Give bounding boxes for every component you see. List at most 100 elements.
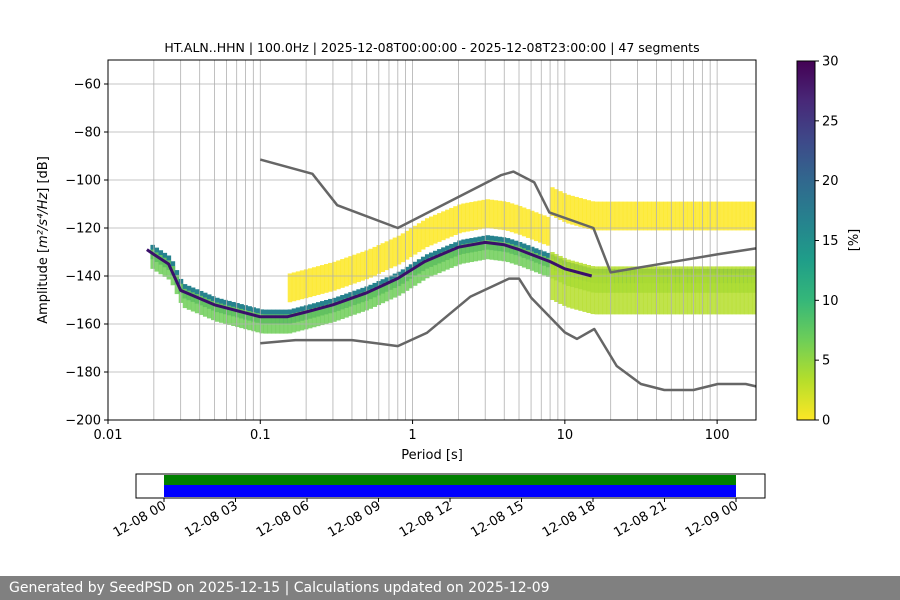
- y-tick-label: −80: [74, 126, 101, 141]
- heatmap-cell: [695, 266, 700, 315]
- heatmap-cell: [590, 201, 596, 231]
- heatmap-cell: [493, 200, 499, 230]
- heatmap-cell: [400, 274, 406, 294]
- y-tick-label: −120: [65, 222, 101, 237]
- heatmap-cell: [315, 266, 321, 295]
- heatmap-cell: [594, 201, 600, 231]
- heatmap-cell: [715, 201, 721, 231]
- heatmap-cell: [659, 201, 664, 231]
- coverage-tick-label: 12-08 15: [468, 498, 526, 540]
- heatmap-cell: [671, 201, 676, 231]
- heatmap-cell: [550, 187, 555, 217]
- heatmap-cell: [735, 201, 741, 231]
- heatmap-cell: [602, 266, 608, 315]
- heatmap-cell: [687, 266, 692, 315]
- heatmap-cell: [638, 266, 644, 315]
- heatmap-cell: [215, 302, 220, 322]
- x-axis-ticks: 0.01 0.1 1 10 100: [94, 420, 730, 443]
- heatmap-cell: [336, 260, 341, 290]
- heatmap-cell: [445, 209, 450, 239]
- heatmap-cell: [336, 301, 341, 321]
- heatmap-cell: [194, 294, 200, 314]
- colorbar-tick-label: 15: [822, 234, 839, 249]
- heatmap-cell: [711, 266, 717, 315]
- heatmap-cell: [655, 201, 660, 231]
- coverage-tick-label: 12-08 06: [254, 498, 312, 540]
- heatmap-cell: [683, 201, 688, 231]
- heatmap-cell: [598, 201, 604, 231]
- heatmap-cell: [420, 220, 426, 250]
- heatmap-cell: [582, 263, 587, 312]
- heatmap-cell: [344, 257, 349, 287]
- x-tick-label: 1: [408, 428, 416, 443]
- heatmap-cell: [299, 311, 305, 331]
- heatmap-cell: [295, 271, 301, 301]
- heatmap-cell: [340, 299, 345, 320]
- y-axis-label-suffix: ] [dB]: [36, 156, 51, 193]
- heatmap-cell: [497, 200, 503, 230]
- heatmap-cell: [558, 191, 563, 220]
- heatmap-cell: [380, 283, 386, 304]
- heatmap-cell: [667, 201, 672, 231]
- heatmap-cell: [453, 206, 458, 236]
- heatmap-cell: [291, 272, 297, 302]
- heatmap-cell: [659, 266, 664, 315]
- heatmap-cell: [481, 240, 487, 260]
- heatmap-cell: [449, 248, 454, 268]
- y-tick-label: −100: [65, 174, 101, 189]
- heatmap-cell: [695, 201, 700, 231]
- heatmap-cell: [481, 199, 487, 229]
- heatmap-cell: [719, 201, 725, 231]
- heatmap-cell: [497, 241, 503, 261]
- heatmap-cell: [206, 299, 212, 319]
- heatmap-cell: [735, 266, 741, 315]
- heatmap-cell: [485, 240, 491, 260]
- heatmap-cell: [311, 267, 317, 297]
- heatmap-cell: [546, 216, 551, 246]
- heatmap-cell: [235, 307, 240, 328]
- heatmap-cell: [586, 264, 591, 313]
- colorbar-tick-label: 0: [822, 414, 830, 429]
- heatmap-cell: [380, 243, 386, 272]
- heatmap-cell: [445, 250, 450, 270]
- heatmap-cell: [457, 204, 462, 234]
- heatmap-cell: [671, 266, 676, 315]
- colorbar-tick-label: 5: [822, 354, 830, 369]
- heatmap-cell: [416, 264, 422, 284]
- heatmap-cell: [614, 201, 620, 231]
- heatmap-cell: [747, 201, 753, 231]
- heatmap-cell: [437, 253, 442, 274]
- heatmap-cell: [711, 201, 717, 231]
- heatmap-cell: [675, 201, 680, 231]
- heatmap-cell: [723, 201, 729, 231]
- heatmap-cell: [400, 233, 406, 263]
- heatmap-cell: [699, 201, 705, 231]
- coverage-tick-label: 12-08 21: [611, 498, 669, 540]
- heatmap-cell: [412, 225, 418, 255]
- heatmap-cell: [719, 266, 725, 315]
- heatmap-cell: [469, 202, 474, 231]
- heatmap-cell: [517, 246, 523, 267]
- heatmap-cell: [368, 248, 373, 278]
- colorbar-tick-label: 20: [822, 174, 839, 189]
- heatmap-cell: [150, 249, 155, 269]
- heatmap-cell: [247, 311, 252, 331]
- heatmap-cell: [743, 201, 749, 231]
- heatmap-cell: [723, 266, 729, 315]
- heatmap-cell: [743, 266, 749, 315]
- heatmap-cell: [352, 295, 357, 315]
- heatmap-cell: [626, 266, 632, 315]
- heatmap-cell: [679, 201, 684, 231]
- heatmap-cell: [610, 266, 616, 315]
- mode-line: [146, 240, 593, 319]
- heatmap-cell: [630, 201, 636, 231]
- heatmap-cell: [513, 204, 519, 234]
- coverage-tick-label: 12-09 00: [683, 498, 741, 540]
- heatmap-cell: [255, 313, 260, 333]
- heatmap-cell: [295, 312, 301, 332]
- heatmap-cell: [388, 239, 394, 269]
- heatmap-cell: [651, 266, 656, 315]
- heatmap-cell: [663, 201, 668, 231]
- heatmap-cell: [211, 300, 216, 321]
- coverage-ticks: 12-08 00 12-08 03 12-08 06 12-08 09 12-08 12…: [111, 498, 741, 541]
